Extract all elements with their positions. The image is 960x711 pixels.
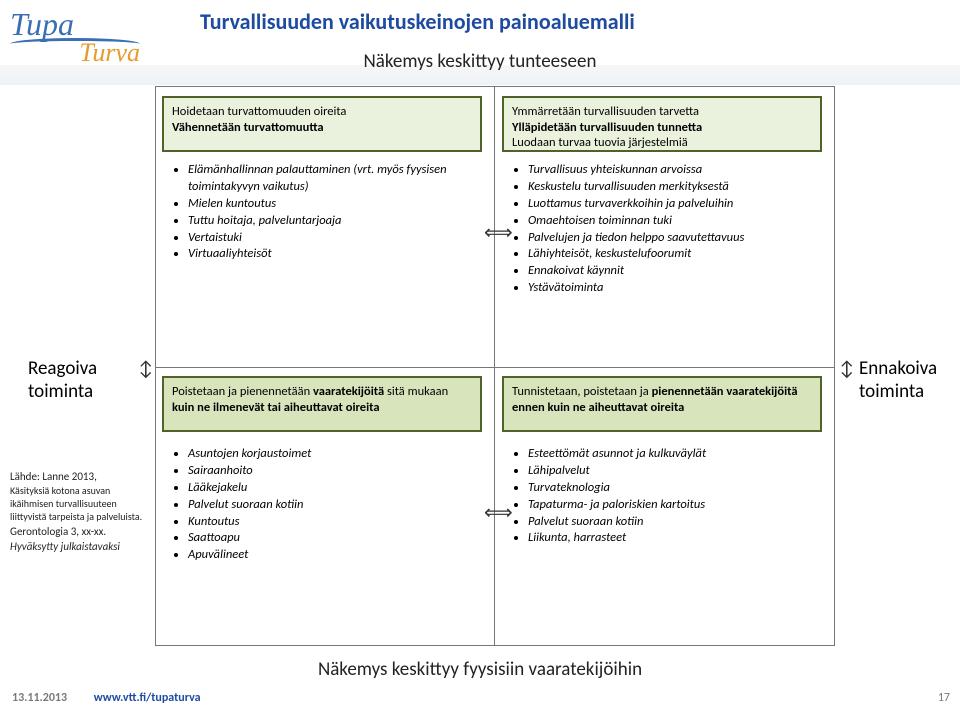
bullets-bottom-right: Esteettömät asunnot ja kulkuväylätLähipa… bbox=[510, 446, 820, 547]
box-tl-line2: Vähennetään turvattomuutta bbox=[172, 120, 472, 136]
list-item: Virtuaaliyhteisöt bbox=[188, 246, 470, 263]
list-item: Tapaturma- ja paloriskien kartoitus bbox=[528, 497, 820, 514]
arrow-left-vert: ↕ bbox=[138, 357, 154, 381]
box-top-right: Ymmärretään turvallisuuden tarvetta Yllä… bbox=[502, 96, 822, 152]
list-item: Liikunta, harrasteet bbox=[528, 530, 820, 547]
list-item: Ystävätoiminta bbox=[528, 280, 820, 297]
list-item: Palvelut suoraan kotiin bbox=[528, 514, 820, 531]
list-item: Omaehtoisen toiminnan tuki bbox=[528, 213, 820, 230]
page-title: Turvallisuuden vaikutuskeinojen painoalu… bbox=[200, 8, 635, 35]
list-item: Apuvälineet bbox=[188, 547, 470, 564]
list-item: Keskustelu turvallisuuden merkityksestä bbox=[528, 179, 820, 196]
arrow-bottom-horiz: ⟺ bbox=[484, 500, 513, 525]
box-bottom-right: Tunnistetaan, poistetaan ja pienennetään… bbox=[502, 376, 822, 432]
list-item: Elämänhallinnan palauttaminen (vrt. myös… bbox=[188, 162, 470, 196]
list-item: Lääkejakelu bbox=[188, 480, 470, 497]
list-item: Turvateknologia bbox=[528, 480, 820, 497]
arrow-top-horiz: ⟺ bbox=[484, 220, 513, 245]
list-item: Luottamus turvaverkkoihin ja palveluihin bbox=[528, 196, 820, 213]
list-item: Kuntoutus bbox=[188, 514, 470, 531]
box-top-left: Hoidetaan turvattomuuden oireita Vähenne… bbox=[162, 96, 482, 152]
row-separator bbox=[156, 367, 834, 368]
source-line1: Lähde: Lanne 2013, bbox=[10, 470, 150, 484]
box-tr-line1: Ymmärretään turvallisuuden tarvetta bbox=[512, 104, 812, 120]
axis-left: Reagoiva toiminta bbox=[28, 358, 123, 404]
list-item: Saattoapu bbox=[188, 530, 470, 547]
box-tr-line3: Luodaan turvaa tuovia järjestelmiä bbox=[512, 135, 812, 151]
logo-line1: Tupa bbox=[10, 8, 140, 40]
source-citation: Lähde: Lanne 2013, Käsityksiä kotona asu… bbox=[10, 470, 150, 554]
list-item: Mielen kuntoutus bbox=[188, 196, 470, 213]
source-line2: Käsityksiä kotona asuvan ikäihmisen turv… bbox=[10, 484, 150, 523]
list-item: Vertaistuki bbox=[188, 230, 470, 247]
list-item: Sairaanhoito bbox=[188, 463, 470, 480]
axis-bottom: Näkemys keskittyy fyysisiin vaaratekijöi… bbox=[0, 658, 960, 681]
list-item: Esteettömät asunnot ja kulkuväylät bbox=[528, 446, 820, 463]
axis-right: Ennakoiva toiminta bbox=[859, 358, 954, 404]
footer-url: www.vtt.fi/tupaturva bbox=[94, 691, 201, 705]
list-item: Palvelut suoraan kotiin bbox=[188, 497, 470, 514]
bullets-top-left: Elämänhallinnan palauttaminen (vrt. myös… bbox=[170, 162, 470, 263]
list-item: Lähiyhteisöt, keskustelufoorumit bbox=[528, 246, 820, 263]
footer: 13.11.2013 www.vtt.fi/tupaturva bbox=[12, 691, 201, 705]
list-item: Ennakoivat käynnit bbox=[528, 263, 820, 280]
list-item: Lähipalvelut bbox=[528, 463, 820, 480]
box-bottom-left: Poistetaan ja pienennetään vaaratekijöit… bbox=[162, 376, 482, 432]
axis-top: Näkemys keskittyy tunteeseen bbox=[0, 50, 960, 73]
list-item: Tuttu hoitaja, palveluntarjoaja bbox=[188, 213, 470, 230]
page-number: 17 bbox=[938, 691, 950, 705]
list-item: Turvallisuus yhteiskunnan arvoissa bbox=[528, 162, 820, 179]
box-tl-line1: Hoidetaan turvattomuuden oireita bbox=[172, 104, 472, 120]
footer-date: 13.11.2013 bbox=[12, 691, 67, 705]
source-line3: Gerontologia 3, xx-xx. bbox=[10, 525, 150, 539]
arrow-right-vert: ↕ bbox=[839, 357, 855, 381]
list-item: Asuntojen korjaustoimet bbox=[188, 446, 470, 463]
box-tr-line2: Ylläpidetään turvallisuuden tunnetta bbox=[512, 120, 812, 136]
list-item: Palvelujen ja tiedon helppo saavutettavu… bbox=[528, 230, 820, 247]
bullets-top-right: Turvallisuus yhteiskunnan arvoissaKeskus… bbox=[510, 162, 820, 297]
source-line4: Hyväksytty julkaistavaksi bbox=[10, 540, 150, 554]
bullets-bottom-left: Asuntojen korjaustoimetSairaanhoitoLääke… bbox=[170, 446, 470, 564]
